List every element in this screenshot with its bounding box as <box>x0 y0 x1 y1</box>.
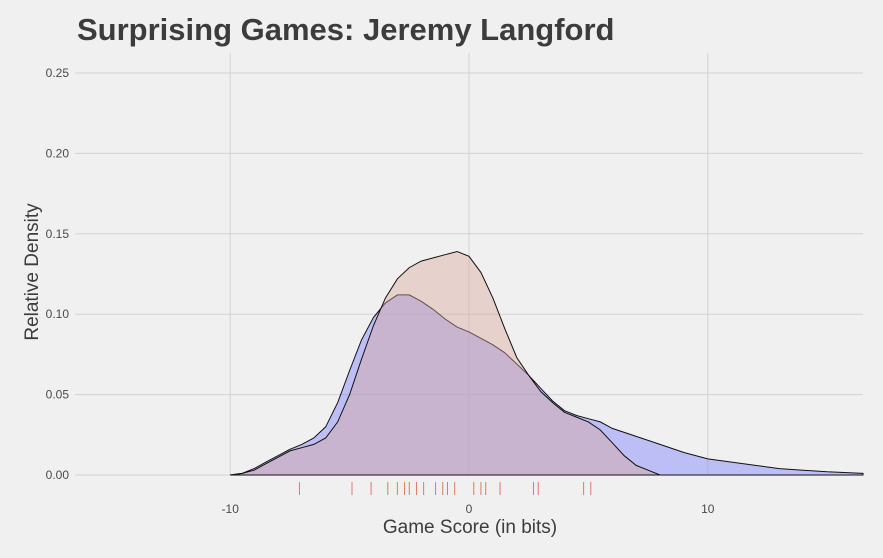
axis-ticks: 0.00 0.05 0.10 0.15 0.20 0.25 -10 0 10 <box>46 66 715 516</box>
rug-marks <box>298 482 592 495</box>
y-tick-label: 0.10 <box>46 307 70 321</box>
x-tick-label: -10 <box>222 502 240 516</box>
x-tick-label: 10 <box>701 502 715 516</box>
chart-title: Surprising Games: Jeremy Langford <box>77 12 615 47</box>
y-tick-label: 0.05 <box>46 388 70 402</box>
y-tick-label: 0.15 <box>46 227 70 241</box>
density-area-1 <box>230 294 864 476</box>
x-axis-label: Game Score (in bits) <box>382 517 558 538</box>
y-tick-label: 0.00 <box>46 468 70 482</box>
density-area-2 <box>230 250 661 476</box>
density-areas <box>230 250 864 476</box>
y-tick-label: 0.20 <box>46 146 70 160</box>
y-tick-label: 0.25 <box>46 66 70 80</box>
x-tick-label: 0 <box>466 502 473 516</box>
